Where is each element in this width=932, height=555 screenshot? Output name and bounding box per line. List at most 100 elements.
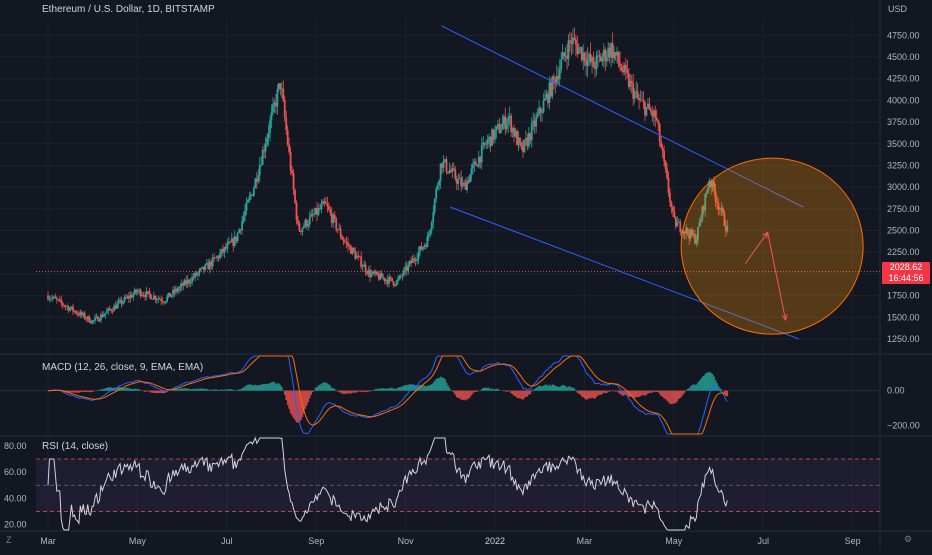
time-tick-label: Sep bbox=[308, 536, 324, 546]
candle-body bbox=[359, 256, 361, 257]
macd-hist-bar bbox=[524, 391, 526, 399]
macd-hist-bar bbox=[125, 388, 127, 391]
macd-hist-bar bbox=[271, 382, 273, 390]
macd-hist-bar bbox=[237, 390, 239, 391]
candle-body bbox=[531, 123, 533, 140]
macd-hist-bar bbox=[662, 391, 664, 397]
candle-body bbox=[584, 53, 586, 62]
macd-hist-bar bbox=[340, 391, 342, 393]
candle-body bbox=[657, 120, 659, 123]
candle-body bbox=[166, 297, 168, 302]
macd-hist-bar bbox=[288, 391, 290, 409]
macd-hist-bar bbox=[602, 391, 604, 394]
macd-hist-bar bbox=[504, 391, 506, 392]
macd-hist-bar bbox=[182, 388, 184, 390]
macd-hist-bar bbox=[454, 391, 456, 395]
macd-hist-bar bbox=[282, 390, 284, 391]
macd-hist-bar bbox=[444, 379, 446, 391]
candle-body bbox=[454, 170, 456, 179]
macd-hist-bar bbox=[590, 391, 592, 399]
candle-body bbox=[326, 204, 328, 207]
macd-hist-bar bbox=[715, 380, 717, 391]
candle-body bbox=[282, 89, 284, 100]
macd-hist-bar bbox=[472, 391, 474, 394]
candle-body bbox=[390, 277, 392, 278]
price-tick-label: 2500.00 bbox=[887, 226, 920, 236]
macd-hist-bar bbox=[107, 387, 109, 390]
macd-hist-bar bbox=[347, 391, 349, 394]
macd-hist-bar bbox=[99, 390, 101, 391]
macd-hist-bar bbox=[494, 389, 496, 390]
candle-body bbox=[178, 289, 180, 291]
candle-body bbox=[429, 230, 431, 235]
rsi-label[interactable]: RSI (14, close) bbox=[42, 441, 108, 452]
macd-hist-bar bbox=[652, 391, 654, 393]
candle-body bbox=[328, 206, 330, 209]
candle-body bbox=[137, 291, 139, 292]
candle-body bbox=[666, 169, 668, 178]
macd-hist-bar bbox=[181, 388, 183, 390]
candle-body bbox=[260, 165, 262, 166]
macd-hist-bar bbox=[212, 390, 214, 391]
macd-hist-bar bbox=[544, 385, 546, 391]
macd-hist-bar bbox=[552, 385, 554, 391]
macd-hist-bar bbox=[255, 385, 257, 391]
macd-hist-bar bbox=[603, 391, 605, 393]
macd-hist-bar bbox=[202, 388, 204, 390]
macd-hist-bar bbox=[687, 389, 689, 391]
macd-hist-bar bbox=[360, 391, 362, 392]
candle-body bbox=[204, 264, 206, 270]
candle-body bbox=[299, 224, 301, 232]
macd-hist-bar bbox=[396, 388, 398, 390]
macd-hist-bar bbox=[568, 386, 570, 390]
macd-hist-bar bbox=[579, 391, 581, 395]
candle-body bbox=[353, 248, 355, 252]
candle-body bbox=[50, 299, 52, 300]
macd-hist-bar bbox=[547, 386, 549, 391]
candle-body bbox=[257, 175, 259, 181]
macd-hist-bar bbox=[310, 391, 312, 395]
settings-icon[interactable]: ⚙ bbox=[904, 534, 912, 545]
macd-hist-bar bbox=[578, 391, 580, 394]
macd-hist-bar bbox=[388, 388, 390, 391]
candle-body bbox=[321, 204, 323, 209]
macd-hist-bar bbox=[643, 391, 645, 395]
macd-hist-bar bbox=[362, 391, 364, 392]
macd-hist-bar bbox=[485, 388, 487, 391]
candle-body bbox=[524, 140, 526, 152]
macd-hist-bar bbox=[155, 391, 157, 393]
macd-hist-bar bbox=[671, 391, 673, 405]
macd-hist-bar bbox=[346, 391, 348, 394]
timezone-icon[interactable]: Z bbox=[6, 535, 12, 545]
candle-body bbox=[297, 220, 299, 224]
macd-hist-bar bbox=[677, 391, 679, 402]
candle-body bbox=[621, 66, 623, 70]
macd-label[interactable]: MACD (12, 26, close, 9, EMA, EMA) bbox=[42, 362, 203, 373]
macd-hist-bar bbox=[612, 391, 614, 392]
macd-hist-bar bbox=[374, 390, 376, 391]
macd-hist-bar bbox=[713, 376, 715, 390]
macd-hist-bar bbox=[71, 391, 73, 393]
macd-hist-bar bbox=[227, 389, 229, 390]
macd-hist-bar bbox=[159, 391, 161, 393]
candle-body bbox=[118, 301, 120, 303]
macd-hist-bar bbox=[474, 391, 476, 392]
macd-hist-bar bbox=[431, 384, 433, 390]
candle-body bbox=[262, 150, 264, 165]
macd-hist-bar bbox=[459, 391, 461, 399]
price-tick-label: 4750.00 bbox=[887, 30, 920, 40]
candle-body bbox=[648, 104, 650, 110]
candle-body bbox=[63, 305, 65, 306]
macd-hist-bar bbox=[640, 391, 642, 397]
macd-hist-bar bbox=[349, 391, 351, 394]
macd-hist-bar bbox=[391, 388, 393, 391]
macd-hist-bar bbox=[84, 391, 86, 392]
macd-hist-bar bbox=[596, 391, 598, 397]
macd-hist-bar bbox=[462, 391, 464, 400]
macd-hist-bar bbox=[102, 389, 104, 391]
candle-body bbox=[285, 117, 287, 130]
macd-hist-bar bbox=[143, 391, 145, 392]
macd-hist-bar bbox=[440, 377, 442, 391]
